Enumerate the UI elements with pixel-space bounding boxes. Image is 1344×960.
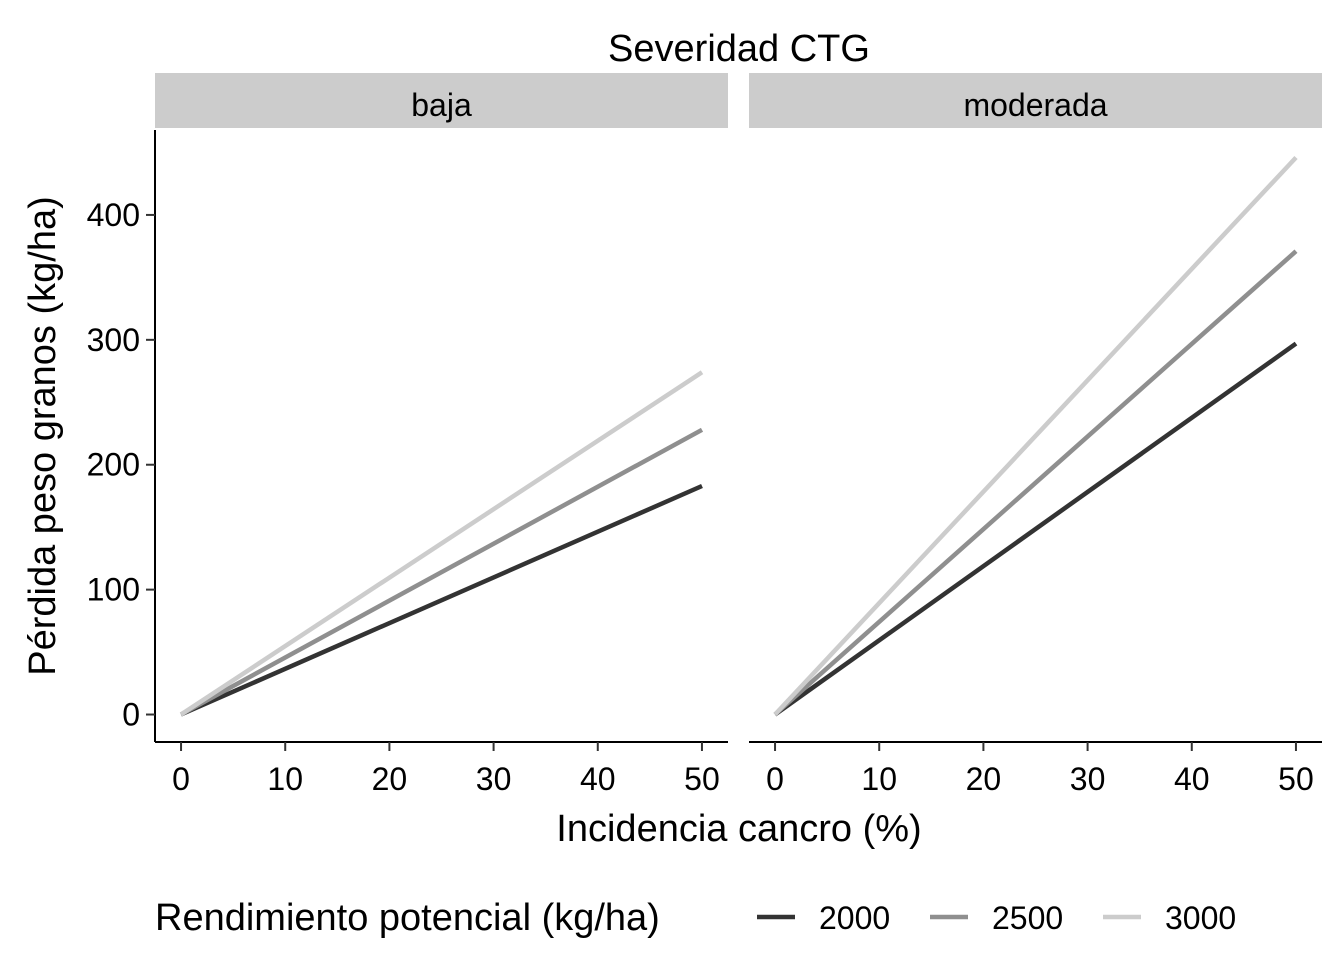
panel-baja: baja 0 10 20 30 40 50 0 100 200 300 400	[87, 73, 728, 797]
facet-strip-label: moderada	[963, 87, 1107, 123]
facet-panels: baja 0 10 20 30 40 50 0 100 200 300 400 moderada 0 10 2…	[87, 73, 1322, 797]
x-axis-title: Incidencia cancro (%)	[556, 808, 921, 850]
x-tick-label: 10	[267, 761, 303, 797]
legend-keys: 2000 2500 3000	[757, 900, 1236, 936]
facet-strip-label: baja	[411, 87, 472, 123]
x-tick-label: 10	[861, 761, 897, 797]
x-tick-label: 40	[580, 761, 616, 797]
x-tick-label: 40	[1174, 761, 1210, 797]
x-tick-label: 0	[172, 761, 190, 797]
series-line-2000	[180, 483, 703, 717]
y-tick-label: 0	[122, 697, 140, 733]
x-tick-label: 20	[966, 761, 1002, 797]
y-axis-title: Pérdida peso granos (kg/ha)	[22, 196, 64, 676]
y-tick-label: 300	[87, 322, 140, 358]
legend-key-label-2500: 2500	[992, 900, 1063, 936]
legend-key-label-2000: 2000	[819, 900, 890, 936]
series-line-3000	[179, 370, 704, 717]
series-line-2500	[179, 427, 704, 717]
panel-moderada: moderada 0 10 20 30 40 50	[749, 73, 1322, 797]
legend-key-label-3000: 3000	[1165, 900, 1236, 936]
legend: Rendimiento potencial (kg/ha) 2000 2500 30…	[155, 897, 1236, 939]
series-line-2500	[773, 249, 1298, 717]
x-tick-label: 20	[372, 761, 408, 797]
y-tick-label: 100	[87, 572, 140, 608]
y-tick-label: 200	[87, 447, 140, 483]
legend-title: Rendimiento potencial (kg/ha)	[155, 897, 660, 939]
facet-strip	[749, 73, 1322, 128]
x-tick-label: 50	[684, 761, 720, 797]
y-tick-label: 400	[87, 197, 140, 233]
x-tick-label: 30	[1070, 761, 1106, 797]
series-line-2000	[773, 341, 1298, 717]
x-tick-label: 0	[766, 761, 784, 797]
facet-strip	[155, 73, 728, 128]
chart-title: Severidad CTG	[608, 28, 870, 70]
series-line-3000	[773, 155, 1298, 717]
x-tick-label: 50	[1278, 761, 1314, 797]
x-tick-label: 30	[476, 761, 512, 797]
